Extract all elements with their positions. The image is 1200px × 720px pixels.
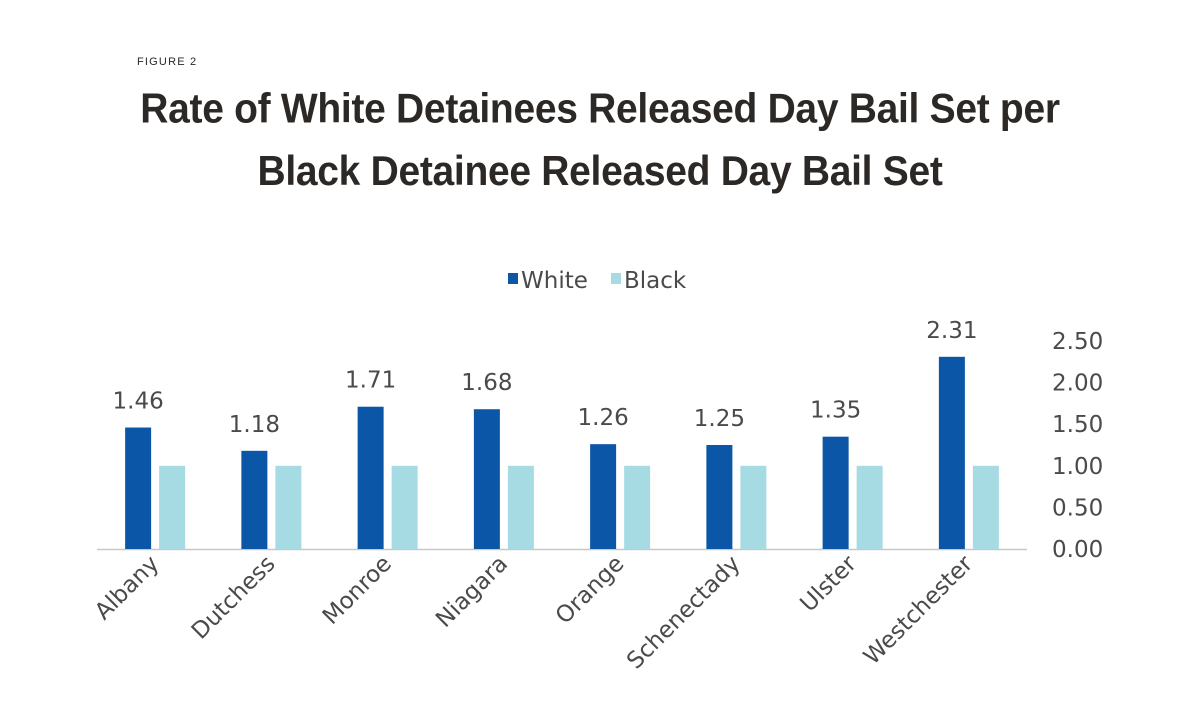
chart-title: Rate of White Detainees Released Day Bai… — [0, 78, 1200, 203]
category-label-dutchess: Dutchess — [187, 551, 281, 645]
bar-black-monroe — [391, 465, 418, 549]
legend-swatch-white — [508, 273, 518, 284]
bar-black-orange — [624, 465, 651, 549]
bar-black-dutchess — [275, 465, 302, 549]
data-label-white-albany: 1.46 — [113, 389, 164, 415]
category-label-westchester: Westchester — [859, 550, 979, 670]
data-label-white-monroe: 1.71 — [345, 368, 396, 394]
data-label-white-schenectady: 1.25 — [694, 406, 745, 432]
data-label-white-orange: 1.26 — [578, 405, 629, 431]
data-label-white-westchester: 2.31 — [926, 318, 977, 344]
category-label-monroe: Monroe — [318, 551, 397, 630]
bar-black-westchester — [972, 465, 999, 549]
bar-white-monroe — [357, 406, 384, 549]
bar-black-ulster — [856, 465, 883, 549]
category-label-schenectady: Schenectady — [622, 551, 746, 675]
legend-swatch-black — [611, 273, 621, 284]
bar-white-dutchess — [241, 450, 268, 549]
y-tick-label: 2.50 — [1052, 329, 1103, 355]
chart-title-line-1: Rate of White Detainees Released Day Bai… — [140, 85, 1060, 132]
category-label-orange: Orange — [551, 551, 629, 629]
category-label-niagara: Niagara — [431, 551, 513, 633]
bar-white-westchester — [938, 356, 965, 549]
data-label-white-ulster: 1.35 — [810, 398, 861, 424]
category-label-albany: Albany — [90, 551, 164, 625]
chart-title-line-2: Black Detainee Released Day Bail Set — [257, 148, 943, 195]
y-tick-label: 2.00 — [1052, 371, 1103, 397]
y-tick-label: 1.50 — [1052, 412, 1103, 438]
legend-label-white: White — [521, 268, 588, 294]
data-label-white-niagara: 1.68 — [461, 370, 512, 396]
bar-black-niagara — [507, 465, 534, 549]
bar-white-schenectady — [706, 445, 733, 549]
data-label-white-dutchess: 1.18 — [229, 412, 280, 438]
y-tick-label: 0.50 — [1052, 495, 1103, 521]
bar-white-orange — [590, 444, 617, 549]
category-label-ulster: Ulster — [796, 550, 863, 617]
bar-black-albany — [159, 465, 186, 549]
legend-label-black: Black — [624, 268, 687, 294]
figure-label: FIGURE 2 — [137, 56, 198, 68]
bar-black-schenectady — [740, 465, 767, 549]
bar-white-albany — [125, 427, 152, 549]
bar-white-ulster — [822, 436, 849, 549]
y-tick-label: 1.00 — [1052, 454, 1103, 480]
bar-white-niagara — [473, 409, 500, 549]
y-tick-label: 0.00 — [1052, 537, 1103, 563]
